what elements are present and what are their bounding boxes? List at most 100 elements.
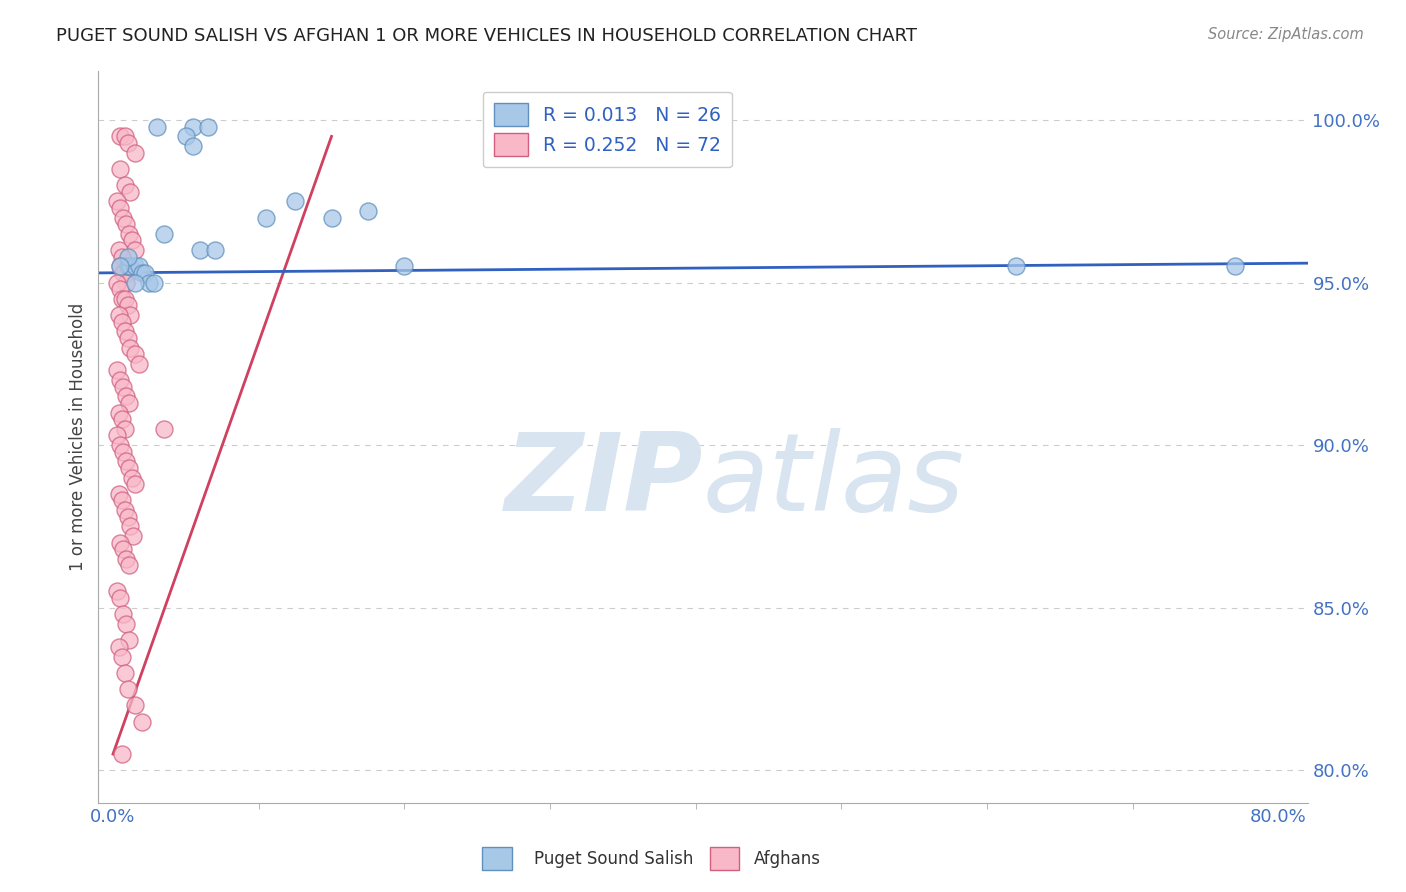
- Point: [142, 276, 165, 290]
- Point: [1223, 260, 1246, 274]
- Point: [124, 243, 146, 257]
- Point: [153, 422, 176, 436]
- Point: [124, 260, 146, 274]
- Point: [105, 363, 128, 377]
- Point: [115, 617, 138, 632]
- Point: [120, 519, 142, 533]
- Point: [117, 681, 139, 696]
- Point: [114, 129, 136, 144]
- Point: [115, 276, 138, 290]
- Point: [117, 298, 139, 312]
- Point: [115, 389, 138, 403]
- Point: [117, 331, 139, 345]
- Point: [120, 308, 142, 322]
- Point: [112, 607, 135, 622]
- Point: [118, 396, 141, 410]
- Point: [124, 477, 146, 491]
- Text: Puget Sound Salish: Puget Sound Salish: [534, 850, 693, 868]
- Point: [124, 347, 146, 361]
- Point: [108, 487, 131, 501]
- Point: [124, 698, 146, 713]
- Point: [110, 129, 132, 144]
- Point: [108, 406, 131, 420]
- Point: [118, 558, 141, 573]
- Point: [111, 292, 134, 306]
- Point: [111, 493, 134, 508]
- Point: [284, 194, 307, 209]
- Text: ZIP: ZIP: [505, 428, 703, 534]
- Point: [108, 308, 131, 322]
- Point: [110, 282, 132, 296]
- Point: [110, 260, 132, 274]
- Point: [120, 341, 142, 355]
- Point: [111, 747, 134, 761]
- Point: [121, 234, 143, 248]
- Point: [114, 503, 136, 517]
- Point: [124, 145, 146, 160]
- Point: [105, 194, 128, 209]
- Point: [138, 276, 160, 290]
- Point: [114, 422, 136, 436]
- Text: atlas: atlas: [703, 428, 965, 533]
- Point: [117, 266, 139, 280]
- Point: [120, 260, 142, 274]
- Point: [204, 243, 226, 257]
- Point: [111, 412, 134, 426]
- Point: [108, 243, 131, 257]
- Point: [105, 584, 128, 599]
- Point: [112, 380, 135, 394]
- Point: [254, 211, 277, 225]
- Text: PUGET SOUND SALISH VS AFGHAN 1 OR MORE VEHICLES IN HOUSEHOLD CORRELATION CHART: PUGET SOUND SALISH VS AFGHAN 1 OR MORE V…: [56, 27, 917, 45]
- Legend: R = 0.013   N = 26, R = 0.252   N = 72: R = 0.013 N = 26, R = 0.252 N = 72: [482, 92, 731, 168]
- Point: [131, 714, 153, 729]
- Point: [174, 129, 197, 144]
- Point: [394, 260, 416, 274]
- Point: [110, 161, 132, 176]
- Point: [114, 665, 136, 680]
- Point: [118, 633, 141, 648]
- Point: [115, 552, 138, 566]
- Point: [131, 266, 153, 280]
- Point: [111, 250, 134, 264]
- Point: [110, 591, 132, 605]
- Point: [117, 509, 139, 524]
- Point: [105, 428, 128, 442]
- Point: [1005, 260, 1028, 274]
- Point: [120, 185, 142, 199]
- Point: [128, 357, 150, 371]
- Text: Afghans: Afghans: [754, 850, 821, 868]
- Point: [110, 535, 132, 549]
- Point: [114, 178, 136, 193]
- Point: [111, 649, 134, 664]
- Point: [117, 136, 139, 150]
- Point: [117, 250, 139, 264]
- Point: [181, 139, 204, 153]
- Point: [112, 266, 135, 280]
- Point: [111, 315, 134, 329]
- Point: [114, 260, 136, 274]
- Point: [110, 260, 132, 274]
- Point: [118, 461, 141, 475]
- Point: [190, 243, 212, 257]
- Point: [114, 292, 136, 306]
- Point: [112, 211, 135, 225]
- Point: [118, 227, 141, 241]
- Point: [112, 444, 135, 458]
- Point: [357, 204, 380, 219]
- Point: [110, 373, 132, 387]
- Point: [105, 276, 128, 290]
- Point: [117, 260, 139, 274]
- Point: [124, 276, 146, 290]
- Point: [110, 438, 132, 452]
- Y-axis label: 1 or more Vehicles in Household: 1 or more Vehicles in Household: [69, 303, 87, 571]
- Point: [115, 217, 138, 231]
- Point: [121, 471, 143, 485]
- Point: [145, 120, 167, 134]
- Point: [112, 542, 135, 557]
- Point: [128, 260, 150, 274]
- Text: Source: ZipAtlas.com: Source: ZipAtlas.com: [1208, 27, 1364, 42]
- Point: [181, 120, 204, 134]
- Point: [108, 640, 131, 654]
- Point: [134, 266, 156, 280]
- Point: [122, 529, 145, 543]
